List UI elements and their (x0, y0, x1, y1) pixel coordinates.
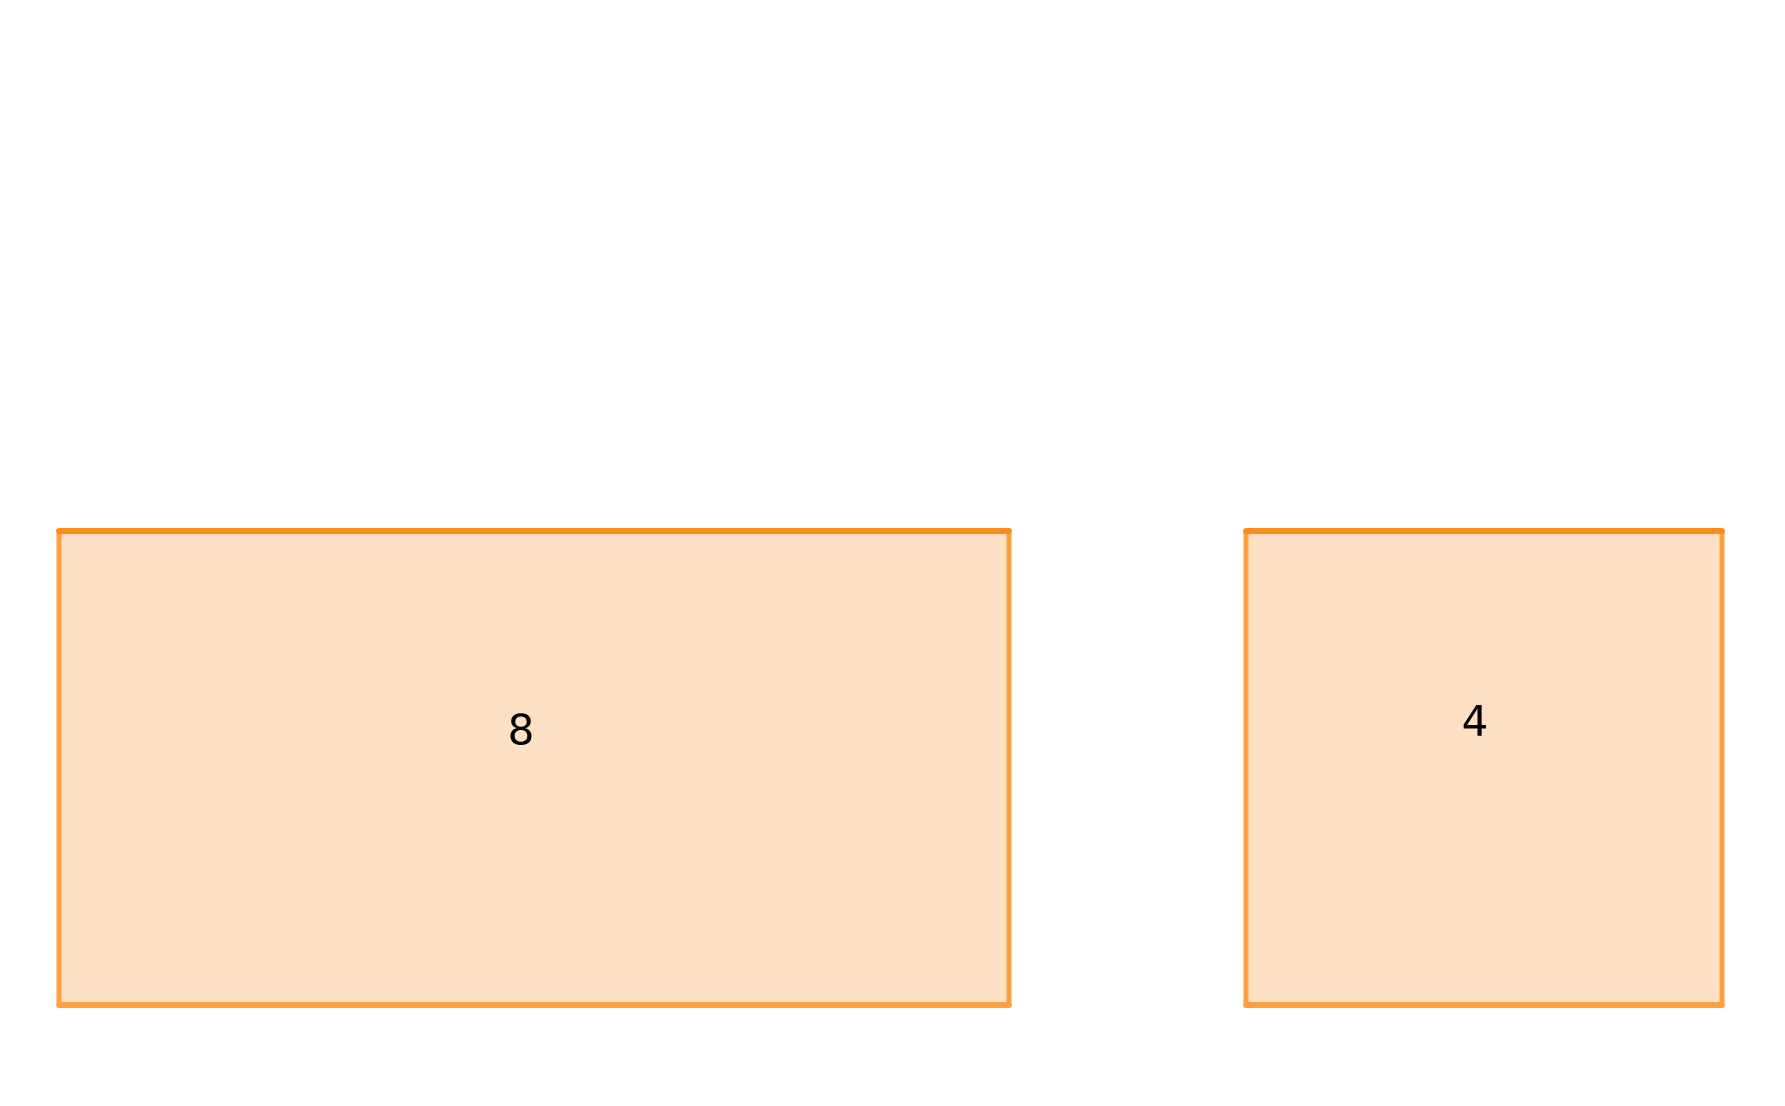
block-8: 8 (56, 528, 1012, 1008)
block-8-label: 8 (508, 706, 535, 755)
block-4-label: 4 (1462, 697, 1489, 746)
block-4: 4 (1243, 528, 1725, 1008)
block-8-fill (59, 531, 1009, 1005)
block-4-fill (1246, 531, 1722, 1005)
